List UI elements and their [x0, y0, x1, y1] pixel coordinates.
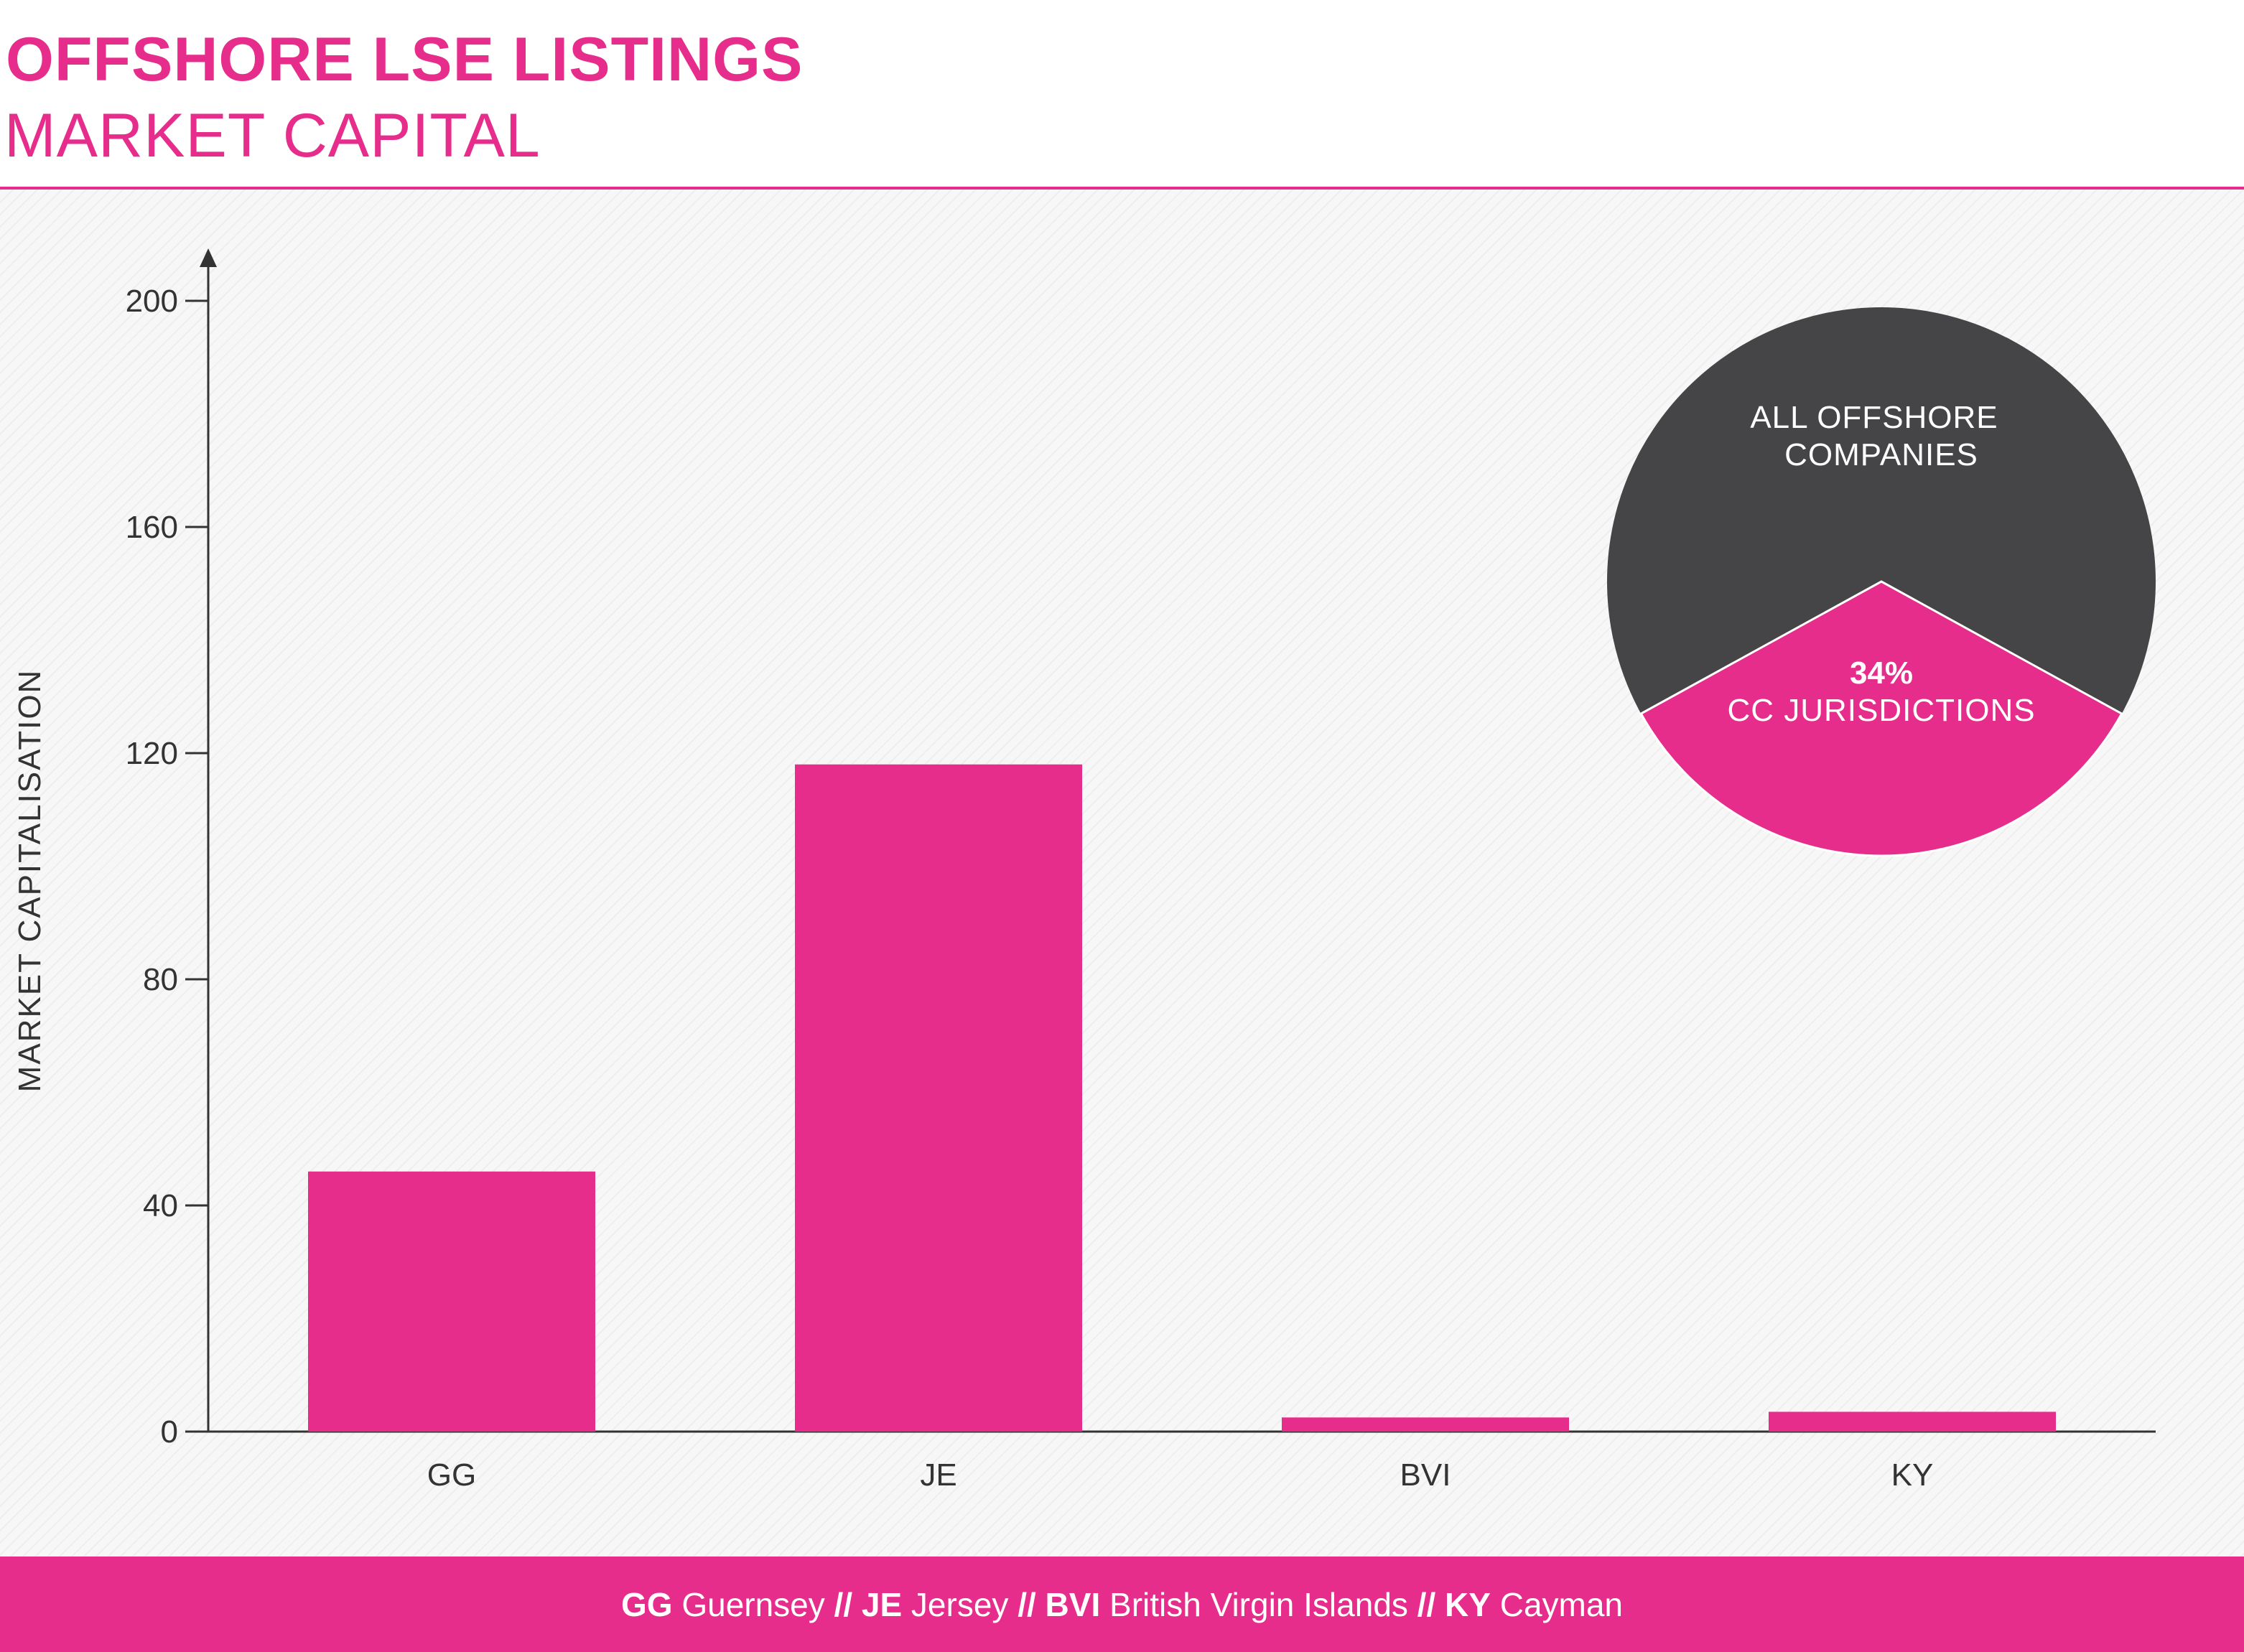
legend-text: GG Guernsey // JE Jersey // BVI British …	[621, 1585, 1623, 1624]
pie-slice-cc-jurisdictions	[1639, 580, 2123, 857]
legend-name: Jersey	[902, 1585, 1009, 1623]
y-axis-arrow-icon	[200, 248, 217, 267]
y-tick-label: 120	[126, 736, 178, 771]
x-tick-label: BVI	[1400, 1457, 1451, 1493]
pie-value-label: 34%	[1850, 655, 1913, 691]
legend-code: GG	[620, 1585, 673, 1623]
legend-name: Cayman	[1490, 1585, 1624, 1623]
x-tick-label: JE	[920, 1457, 956, 1493]
legend-code: BVI	[1045, 1585, 1101, 1623]
legend-separator: //	[824, 1585, 862, 1623]
pie-label-cc-jurisdictions: CC JURISDICTIONS	[1727, 693, 2035, 728]
x-tick-label: GG	[427, 1457, 476, 1493]
header-divider	[0, 187, 2244, 190]
y-tick-label: 0	[161, 1414, 178, 1450]
legend-separator: //	[1008, 1585, 1046, 1623]
legend-separator: //	[1407, 1585, 1445, 1623]
y-axis-label: MARKET CAPITALISATION	[12, 669, 47, 1093]
legend-name: Guernsey	[672, 1585, 825, 1623]
bar-ky	[1769, 1411, 2056, 1432]
y-tick-label: 200	[126, 284, 178, 319]
legend-footer: GG Guernsey // JE Jersey // BVI British …	[0, 1557, 2244, 1652]
x-tick-label: KY	[1891, 1457, 1934, 1493]
bar-gg	[308, 1171, 595, 1432]
bar-je	[795, 764, 1082, 1432]
y-tick-label: 160	[126, 510, 178, 545]
chart-svg: 0 40 80 120 160 200 MARKET CAPITALISATION GG JE B…	[12, 248, 2156, 1493]
y-tick-label: 80	[143, 962, 178, 997]
chart-subtitle: MARKET CAPITAL	[4, 101, 541, 170]
y-tick-label: 40	[143, 1188, 178, 1223]
chart-header: OFFSHORE LSE LISTINGS MARKET CAPITAL	[0, 0, 2244, 190]
pie-label-all-offshore-line2: COMPANIES	[1784, 437, 1978, 472]
legend-code: KY	[1445, 1585, 1491, 1623]
bar-bvi	[1282, 1417, 1569, 1432]
chart-title: OFFSHORE LSE LISTINGS	[6, 25, 804, 94]
chart-area: 0 40 80 120 160 200 MARKET CAPITALISATION GG JE B…	[0, 190, 2244, 1557]
pie-label-all-offshore-line1: ALL OFFSHORE	[1750, 400, 1998, 435]
legend-code: JE	[861, 1585, 903, 1623]
legend-name: British Virgin Islands	[1100, 1585, 1408, 1623]
